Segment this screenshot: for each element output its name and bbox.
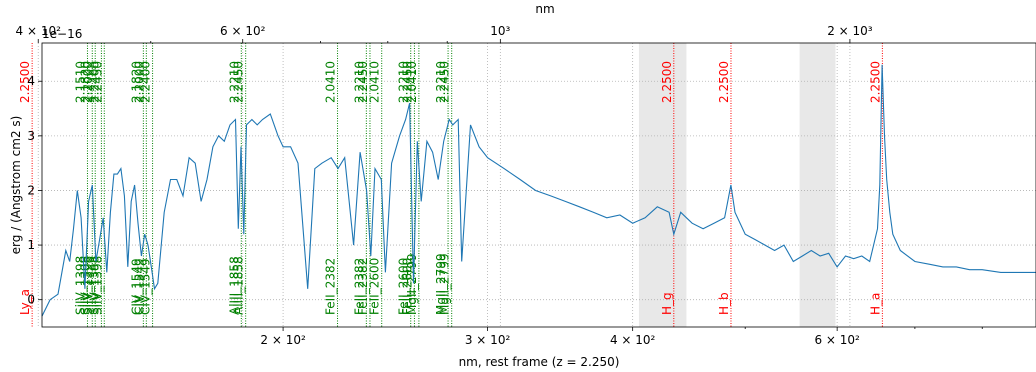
line-name-label: SiIV_1398 — [90, 256, 104, 315]
line-name-label: H_a — [868, 293, 882, 315]
x-tick-label-top: 2 × 10³ — [827, 24, 873, 38]
line-redshift-label: 2.2450 — [232, 61, 246, 103]
line-redshift-label: 2.2450 — [400, 61, 414, 103]
line-name-label: FeII_2382 — [352, 258, 366, 315]
line-redshift-label: 2.0410 — [324, 61, 338, 103]
spectrum-line — [41, 64, 1036, 317]
y-tick-label: 3 — [27, 129, 35, 143]
y-tick-label: 0 — [27, 293, 35, 307]
x-tick-label-bottom: 4 × 10² — [610, 333, 656, 347]
y-tick-label: 2 — [27, 183, 35, 197]
line-name-label: FeII_2600 — [400, 258, 414, 315]
axes-ticks: 0 1 2 3 4 2 × 10² 3 × 10² 4 × 10² 6 × 10² 4 × 10²… — [16, 24, 983, 347]
line-name-label: AlIII_1858 — [232, 256, 246, 315]
line-redshift-label: 2.2400 — [87, 61, 101, 103]
line-redshift-label: 2.2210 — [397, 61, 411, 103]
line-redshift-label: 2.0410 — [405, 61, 419, 103]
line-name-label: SiIV_1398 — [81, 256, 95, 315]
line-name-label: CIV_1549 — [139, 258, 153, 315]
line-redshift-label: 2.2210 — [434, 61, 448, 103]
line-redshift-label: 2.2000 — [81, 61, 95, 103]
masked-regions — [638, 43, 836, 327]
masked-region — [638, 43, 687, 327]
line-redshift-label: 2.2450 — [438, 61, 452, 103]
plot-frame — [41, 42, 1036, 328]
line-name-label: SiIV_1398 — [87, 256, 101, 315]
line-redshift-label: 2.0410 — [368, 61, 382, 103]
line-name-label: H_b — [717, 292, 731, 315]
line-name-label: AlIII_1858 — [227, 256, 241, 315]
line-name-label: H_g — [660, 292, 674, 315]
line-redshift-label: 2.2500 — [18, 61, 32, 103]
x-tick-label-bottom: 6 × 10² — [814, 333, 860, 347]
line-name-label: MgII_2799 — [438, 253, 452, 315]
line-redshift-label: 2.2400 — [139, 61, 153, 103]
line-name-label: FeII_2382 — [324, 258, 338, 315]
line-redshift-label: 2.1820 — [129, 61, 143, 103]
line-redshift-label: 2.1510 — [73, 61, 87, 103]
masked-region — [799, 43, 836, 327]
x-tick-label-top: 6 × 10² — [220, 24, 266, 38]
y-tick-label: 1 — [27, 238, 35, 252]
line-redshift-label: 2.2500 — [660, 61, 674, 103]
line-name-label: CIV_1549 — [132, 258, 146, 315]
grid-lines — [37, 43, 1036, 327]
x-axis-label-top: nm — [535, 2, 554, 16]
line-redshift-label: 2.2210 — [352, 61, 366, 103]
line-redshift-label: 2.2210 — [227, 61, 241, 103]
line-redshift-label: 2.1820 — [78, 61, 92, 103]
x-tick-label-top: 10³ — [490, 24, 510, 38]
y-tick-label: 4 — [27, 74, 35, 88]
line-redshift-label: 2.2500 — [868, 61, 882, 103]
line-name-label: Ly_a — [18, 289, 32, 315]
line-redshift-label: 2.2000 — [132, 61, 146, 103]
line-redshift-label: 2.2450 — [90, 61, 104, 103]
line-name-label: MgII_2799 — [405, 253, 419, 315]
line-name-label: MgII_2799 — [434, 253, 448, 315]
spectral-line-markers: 2.1510SiIV_13982.1820SiIV_13982.2000SiIV… — [18, 43, 883, 327]
y-axis-label: erg / (Angstrom cm2 s) — [9, 116, 23, 255]
line-name-label: CIV_1549 — [129, 258, 143, 315]
line-redshift-label: 2.2500 — [717, 61, 731, 103]
y-offset-label: 1e−16 — [42, 27, 82, 41]
line-name-label: FeII_2382 — [356, 258, 370, 315]
x-tick-label-bottom: 2 × 10² — [260, 333, 306, 347]
line-name-label: FeII_2600 — [397, 258, 411, 315]
line-name-label: FeII_2600 — [368, 258, 382, 315]
x-tick-label-top: 4 × 10² — [16, 24, 62, 38]
x-axis-label-bottom: nm, rest frame (z = 2.250) — [459, 355, 620, 369]
line-redshift-label: 2.2450 — [356, 61, 370, 103]
x-tick-label-bottom: 3 × 10² — [465, 333, 511, 347]
